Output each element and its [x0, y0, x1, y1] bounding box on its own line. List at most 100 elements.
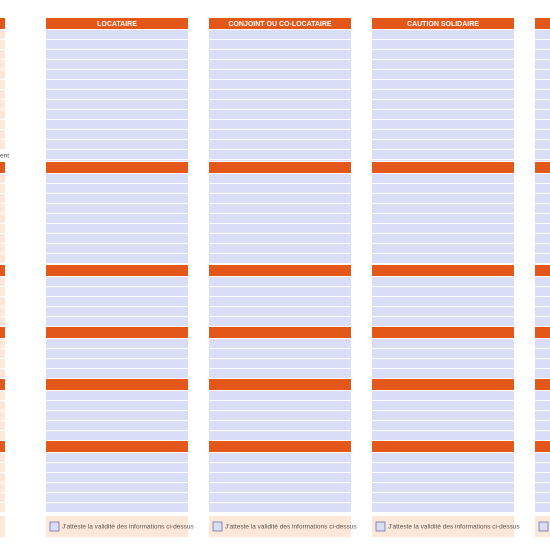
input-field[interactable]	[209, 339, 351, 348]
input-field[interactable]	[46, 90, 188, 99]
input-field[interactable]	[209, 503, 351, 512]
input-field[interactable]	[535, 297, 550, 306]
input-field[interactable]	[535, 411, 550, 420]
input-field[interactable]	[209, 80, 351, 89]
input-field[interactable]	[46, 339, 188, 348]
input-field[interactable]	[535, 277, 550, 286]
input-field[interactable]	[372, 463, 514, 472]
input-field[interactable]	[535, 401, 550, 410]
input-field[interactable]	[372, 90, 514, 99]
input-field[interactable]	[46, 431, 188, 440]
input-field[interactable]	[46, 100, 188, 109]
input-field[interactable]	[46, 503, 188, 512]
input-field[interactable]	[46, 194, 188, 203]
input-field[interactable]	[372, 70, 514, 79]
input-field[interactable]	[46, 60, 188, 69]
input-field[interactable]	[46, 297, 188, 306]
input-field[interactable]	[46, 359, 188, 368]
input-field[interactable]	[209, 110, 351, 119]
input-field[interactable]	[46, 140, 188, 149]
input-field[interactable]	[372, 401, 514, 410]
input-field[interactable]	[209, 174, 351, 183]
input-field[interactable]	[372, 244, 514, 253]
input-field[interactable]	[209, 90, 351, 99]
input-field[interactable]	[46, 70, 188, 79]
input-field[interactable]	[372, 234, 514, 243]
input-field[interactable]	[535, 369, 550, 378]
input-field[interactable]	[372, 100, 514, 109]
input-field[interactable]	[535, 359, 550, 368]
input-field[interactable]	[209, 369, 351, 378]
input-field[interactable]	[209, 100, 351, 109]
input-field[interactable]	[46, 473, 188, 482]
input-field[interactable]	[372, 254, 514, 263]
input-field[interactable]	[372, 391, 514, 400]
input-field[interactable]	[535, 244, 550, 253]
input-field[interactable]	[46, 234, 188, 243]
input-field[interactable]	[209, 140, 351, 149]
input-field[interactable]	[535, 421, 550, 430]
input-field[interactable]	[372, 30, 514, 39]
input-field[interactable]	[209, 493, 351, 502]
input-field[interactable]	[46, 307, 188, 316]
input-field[interactable]	[209, 30, 351, 39]
input-field[interactable]	[209, 359, 351, 368]
input-field[interactable]	[46, 224, 188, 233]
input-field[interactable]	[46, 130, 188, 139]
input-field[interactable]	[209, 60, 351, 69]
input-field[interactable]	[372, 60, 514, 69]
input-field[interactable]	[535, 50, 550, 59]
input-field[interactable]	[46, 204, 188, 213]
input-field[interactable]	[372, 150, 514, 159]
input-field[interactable]	[535, 473, 550, 482]
input-field[interactable]	[372, 214, 514, 223]
input-field[interactable]	[372, 421, 514, 430]
input-field[interactable]	[535, 194, 550, 203]
input-field[interactable]	[535, 391, 550, 400]
input-field[interactable]	[372, 160, 514, 161]
input-field[interactable]	[372, 80, 514, 89]
input-field[interactable]	[372, 473, 514, 482]
input-field[interactable]	[209, 473, 351, 482]
input-field[interactable]	[372, 453, 514, 462]
input-field[interactable]	[372, 224, 514, 233]
input-field[interactable]	[209, 297, 351, 306]
input-field[interactable]	[372, 307, 514, 316]
input-field[interactable]	[209, 307, 351, 316]
input-field[interactable]	[535, 60, 550, 69]
input-field[interactable]	[372, 110, 514, 119]
input-field[interactable]	[372, 349, 514, 358]
input-field[interactable]	[535, 130, 550, 139]
input-field[interactable]	[372, 130, 514, 139]
input-field[interactable]	[372, 369, 514, 378]
input-field[interactable]	[535, 254, 550, 263]
input-field[interactable]	[46, 411, 188, 420]
input-field[interactable]	[535, 317, 550, 326]
input-field[interactable]	[46, 369, 188, 378]
input-field[interactable]	[46, 50, 188, 59]
input-field[interactable]	[535, 40, 550, 49]
input-field[interactable]	[209, 204, 351, 213]
input-field[interactable]	[372, 503, 514, 512]
input-field[interactable]	[535, 339, 550, 348]
input-field[interactable]	[372, 339, 514, 348]
input-field[interactable]	[535, 483, 550, 492]
input-field[interactable]	[209, 391, 351, 400]
input-field[interactable]	[372, 140, 514, 149]
input-field[interactable]	[46, 244, 188, 253]
input-field[interactable]	[209, 40, 351, 49]
input-field[interactable]	[209, 120, 351, 129]
input-field[interactable]	[535, 453, 550, 462]
input-field[interactable]	[46, 110, 188, 119]
input-field[interactable]	[209, 483, 351, 492]
input-field[interactable]	[209, 431, 351, 440]
input-field[interactable]	[372, 204, 514, 213]
input-field[interactable]	[46, 30, 188, 39]
input-field[interactable]	[372, 411, 514, 420]
input-field[interactable]	[209, 254, 351, 263]
input-field[interactable]	[372, 431, 514, 440]
input-field[interactable]	[209, 130, 351, 139]
input-field[interactable]	[535, 150, 550, 159]
input-field[interactable]	[535, 100, 550, 109]
input-field[interactable]	[372, 317, 514, 326]
